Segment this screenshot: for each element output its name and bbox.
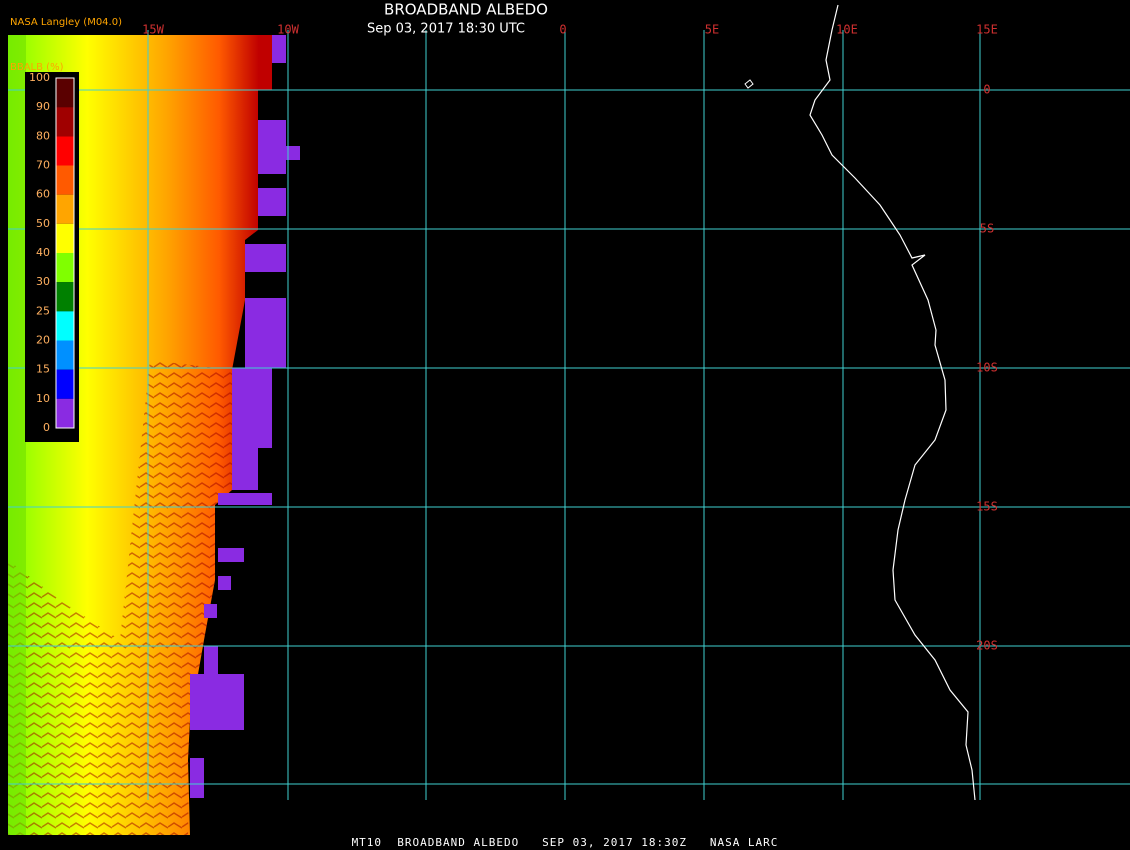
legend-tick-label: 10 xyxy=(36,392,50,405)
legend-frame xyxy=(55,77,75,429)
legend-tick-label: 40 xyxy=(36,246,50,259)
legend-swatch xyxy=(56,253,74,283)
legend-swatch xyxy=(56,340,74,370)
legend-swatch xyxy=(56,223,74,253)
legend-tick-label: 20 xyxy=(36,334,50,347)
legend-tick-label: 0 xyxy=(43,421,50,434)
subtitle: Sep 03, 2017 18:30 UTC xyxy=(367,22,525,37)
legend-swatch xyxy=(56,107,74,137)
legend-swatch xyxy=(56,136,74,166)
legend-tick-label: 100 xyxy=(29,71,50,84)
island xyxy=(744,79,754,89)
legend-tick-label: 80 xyxy=(36,129,50,142)
geo-labels: 15W 10W 0 5E 10E 15E 0 5S 10S 15S 20S xyxy=(142,23,998,653)
legend-swatch xyxy=(56,194,74,224)
latitude-label: 5S xyxy=(980,222,994,236)
latitude-label: 15S xyxy=(976,500,998,514)
credit: NASA Langley (M04.0) xyxy=(10,17,122,28)
legend-swatch xyxy=(56,398,74,428)
legend-tick-label: 25 xyxy=(36,304,50,317)
legend-tick-label: 70 xyxy=(36,159,50,172)
legend-tick-label: 90 xyxy=(36,100,50,113)
longitude-label: 10W xyxy=(277,23,299,37)
latitude-label: 20S xyxy=(976,639,998,653)
legend-title: BBALB (%) xyxy=(10,62,64,73)
legend-swatch xyxy=(56,165,74,195)
legend-tick-label: 60 xyxy=(36,188,50,201)
legend-swatch xyxy=(56,369,74,399)
footer: MT10 BROADBAND ALBEDO SEP 03, 2017 18:30… xyxy=(352,836,779,849)
longitude-label: 15W xyxy=(142,23,164,37)
coastline xyxy=(809,4,976,801)
legend-swatch xyxy=(56,311,74,341)
longitude-label: 15E xyxy=(976,23,998,37)
longitude-label: 10E xyxy=(836,23,858,37)
legend-tick-label: 50 xyxy=(36,217,50,230)
graticule xyxy=(8,30,1130,800)
latitude-label: 0 xyxy=(983,83,990,97)
latitude-label: 10S xyxy=(976,361,998,375)
legend-tick-label: 15 xyxy=(36,363,50,376)
legend-tick-label: 30 xyxy=(36,275,50,288)
legend-swatch xyxy=(56,282,74,312)
no-data-fill xyxy=(190,35,300,798)
title: BROADBAND ALBEDO xyxy=(384,1,548,19)
longitude-label: 0 xyxy=(559,23,566,37)
longitude-label: 5E xyxy=(705,23,719,37)
legend-swatch xyxy=(56,78,74,108)
